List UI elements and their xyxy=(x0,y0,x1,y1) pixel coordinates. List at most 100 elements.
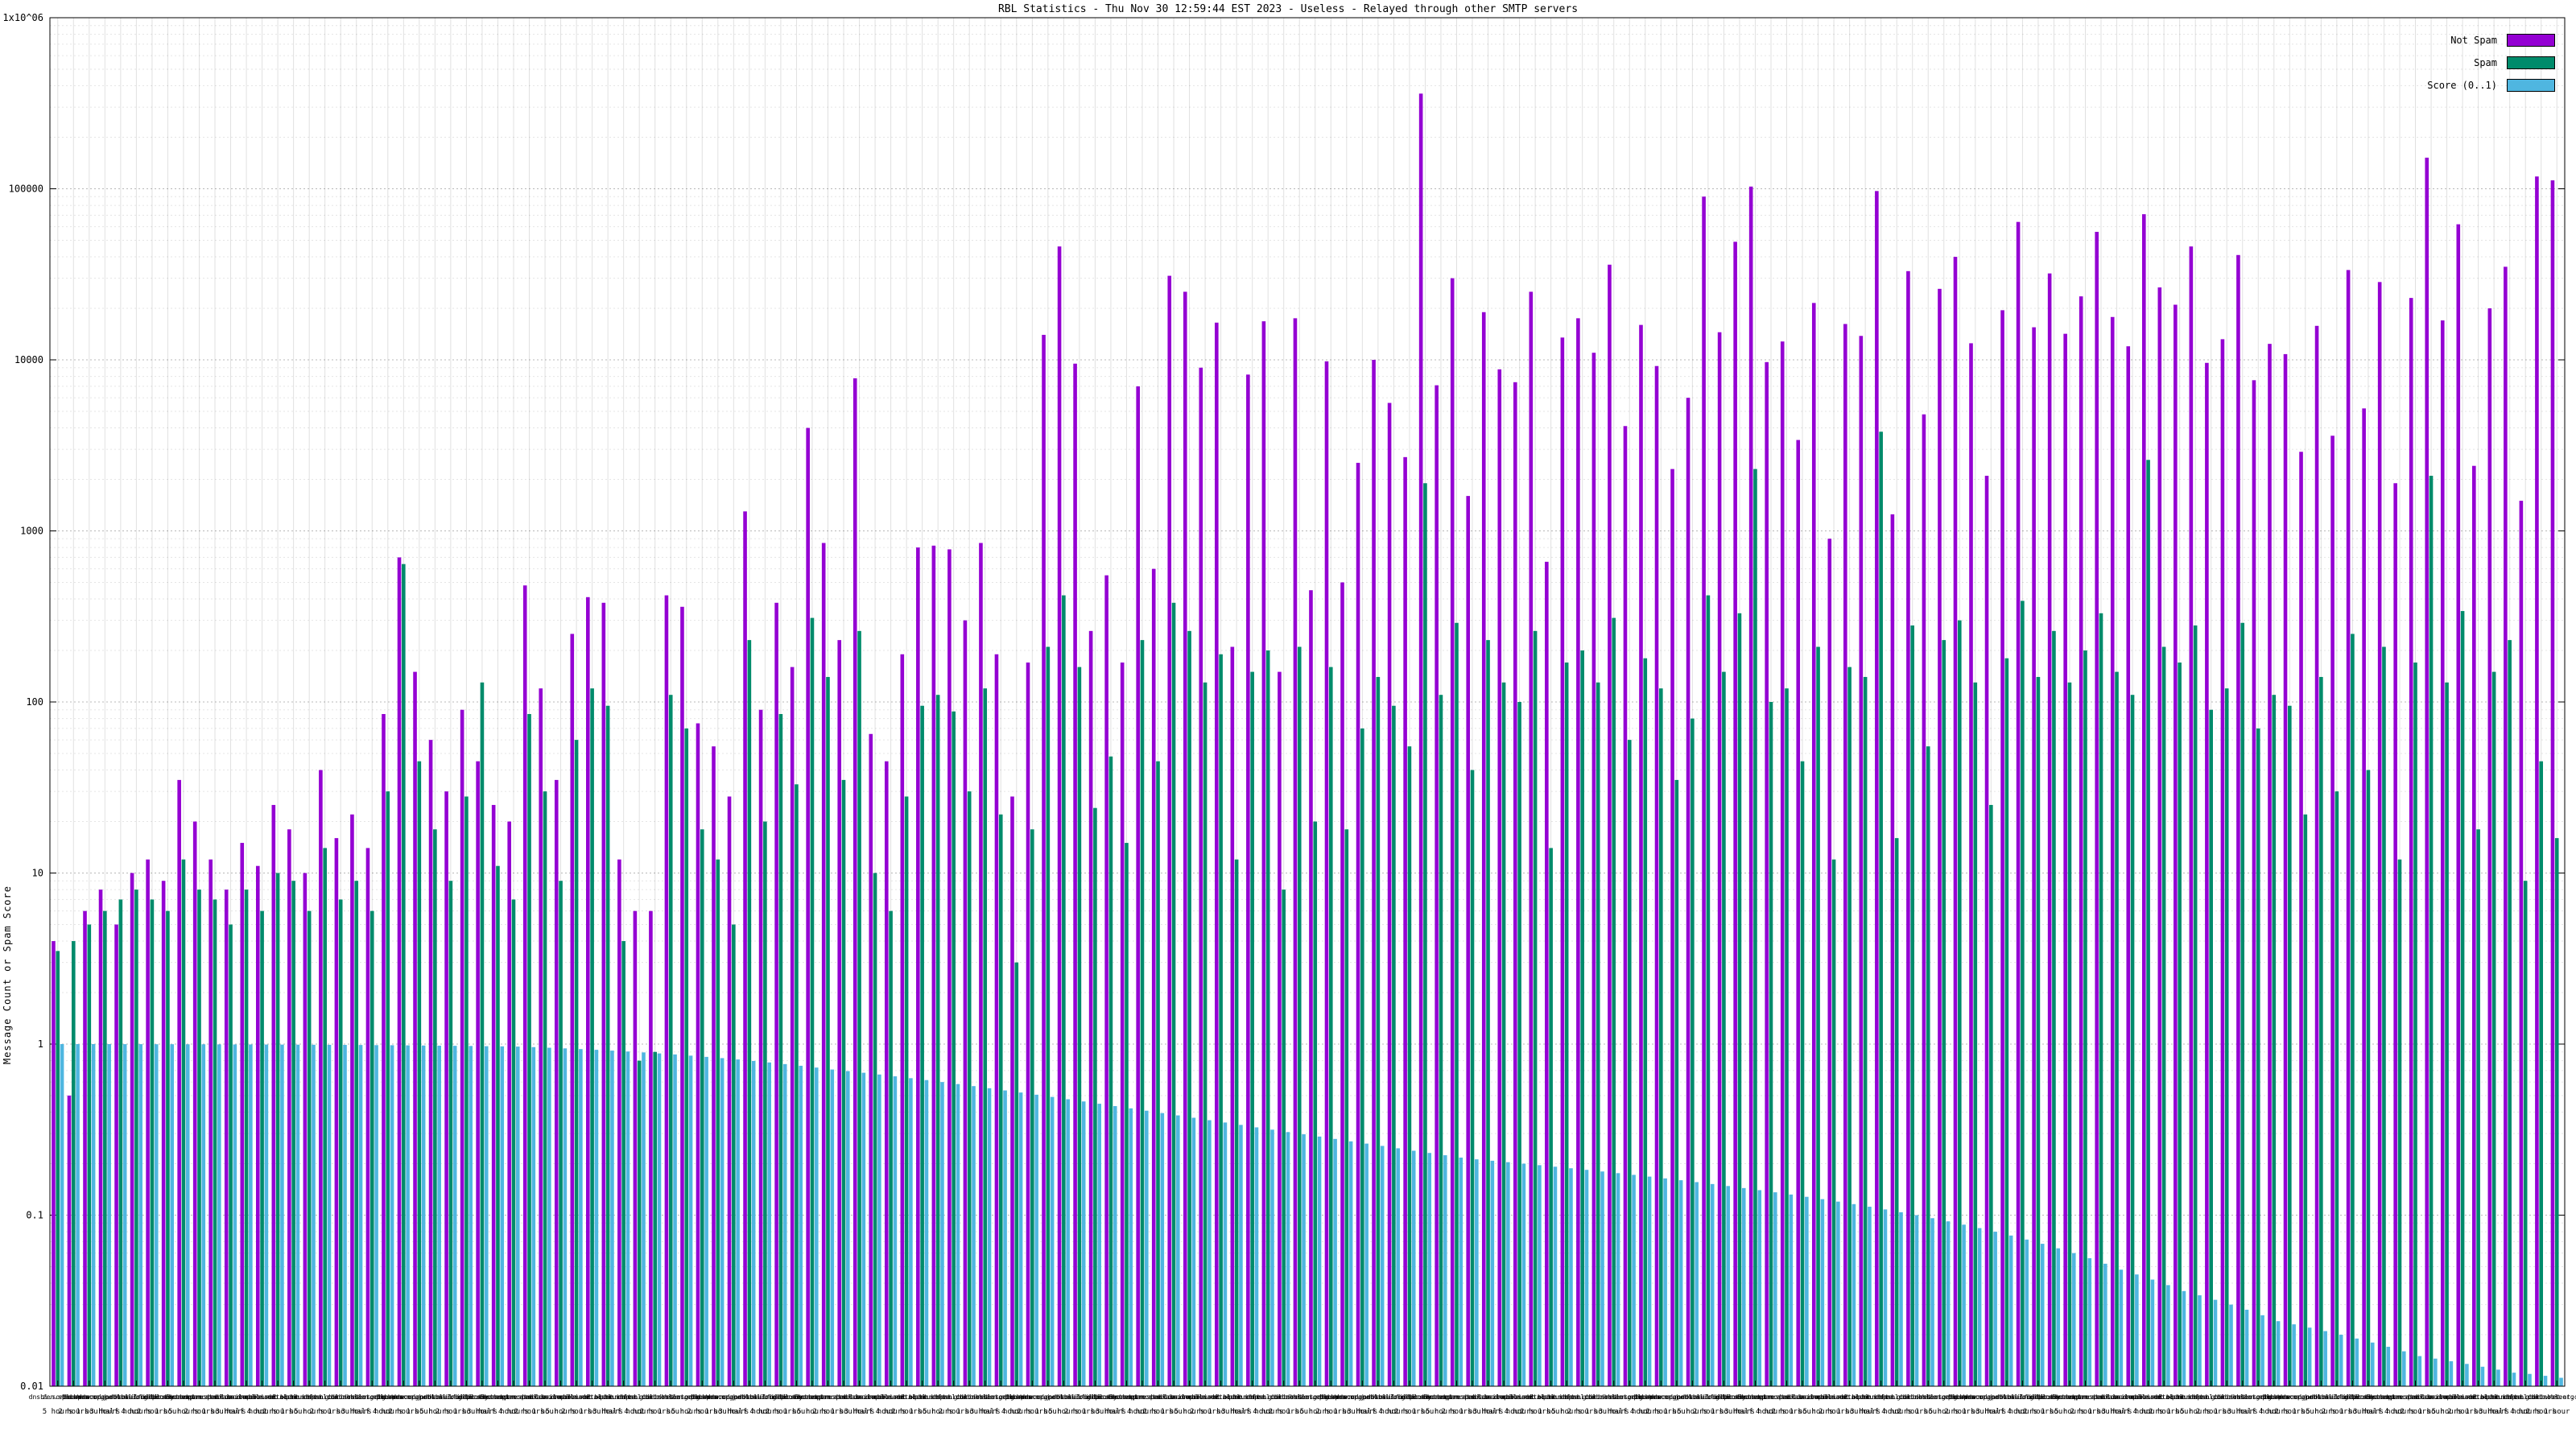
bar xyxy=(586,597,590,1386)
x-tick-time-label: half hour xyxy=(604,1408,643,1416)
bar xyxy=(1270,1129,1274,1386)
x-tick-host-label: hostkarma.junkemailfilter.com xyxy=(64,1393,177,1401)
bar xyxy=(810,617,815,1386)
x-tick-host-label: ubl.unsubscore.com xyxy=(2035,1393,2105,1401)
bar xyxy=(2554,838,2559,1386)
bar xyxy=(1302,1134,1306,1386)
x-tick-host-label: bl.nordspam.com xyxy=(2481,1393,2539,1401)
x-tick-host-label: truncate.gbudb.net xyxy=(1233,1393,1303,1401)
bar xyxy=(1883,1209,1888,1386)
bar xyxy=(998,814,1003,1386)
bar xyxy=(1946,1221,1951,1386)
bar xyxy=(893,1076,898,1386)
x-tick-time-label: 1 hour xyxy=(453,1408,480,1416)
bar xyxy=(369,910,374,1386)
bar xyxy=(1906,270,1910,1386)
bar xyxy=(841,779,846,1386)
bar xyxy=(2319,676,2323,1386)
x-tick-host-label: ix.dnsbl.manitu.net xyxy=(1797,1393,1871,1401)
bar xyxy=(2393,483,2397,1386)
bar xyxy=(170,1044,175,1386)
bar xyxy=(1010,796,1014,1386)
legend-label-spam: Spam xyxy=(2474,57,2497,68)
bar xyxy=(700,829,704,1386)
bar xyxy=(134,890,138,1386)
bar xyxy=(303,873,308,1386)
x-tick-host-label: all.s5h.net xyxy=(2033,1393,2075,1401)
x-tick-time-label: 1 hour xyxy=(2088,1408,2115,1416)
bar xyxy=(2063,333,2067,1387)
x-tick-time-label: 2 hours xyxy=(687,1408,717,1416)
bar xyxy=(1521,1163,1526,1386)
bar xyxy=(60,1044,64,1386)
bar xyxy=(2543,1376,2548,1386)
bar xyxy=(1360,728,1364,1386)
x-tick-host-label: all.s5h.net xyxy=(1404,1393,1447,1401)
bar xyxy=(1816,646,1820,1386)
x-tick-time-label: 2 hours xyxy=(436,1408,466,1416)
bar xyxy=(185,1044,190,1386)
bar xyxy=(610,1051,614,1386)
x-tick-time-label: 3 hours xyxy=(341,1408,372,1416)
bar xyxy=(1753,469,1757,1386)
bar xyxy=(295,1044,300,1386)
x-tick-host-label: ubl.unsubscore.com xyxy=(778,1393,848,1401)
x-tick-host-label: bl.spamcop.net xyxy=(1634,1393,1689,1401)
x-tick-host-label: psbl.surriel.com xyxy=(2306,1393,2368,1401)
x-tick-host-label: ix.dnsbl.manitu.net xyxy=(1168,1393,1242,1401)
bar xyxy=(1081,1101,1086,1386)
bar xyxy=(2339,1335,2343,1386)
x-tick-time-label: 3 hours xyxy=(2102,1408,2132,1416)
bar xyxy=(2135,1274,2139,1386)
bar xyxy=(2209,709,2213,1386)
x-tick-time-label: 2 hours xyxy=(1897,1408,1928,1416)
bar xyxy=(1612,617,1616,1386)
bar xyxy=(732,924,736,1386)
bar xyxy=(1533,630,1538,1386)
bar xyxy=(1459,1158,1463,1386)
bar xyxy=(1702,196,1706,1386)
x-tick-host-label: db.wpbl.info xyxy=(1213,1393,1260,1401)
x-tick-host-label: spam.dnsbl.anonmails.de xyxy=(501,1393,590,1401)
x-tick-host-label: hostkarma.junkemailfilter.com xyxy=(1637,1393,1749,1401)
bar xyxy=(877,1074,881,1386)
bar xyxy=(406,1045,410,1386)
x-tick-host-label: zen.spamhaus.org xyxy=(357,1393,419,1401)
x-tick-time-label: half hour xyxy=(353,1408,392,1416)
x-tick-time-label: 1 hour xyxy=(1836,1408,1863,1416)
x-tick-host-label: dnsbl-1.uceprotect.net xyxy=(1681,1393,1766,1401)
bar xyxy=(1663,1178,1667,1386)
x-tick-host-label: hostkarma.junkemailfilter.com xyxy=(693,1393,806,1401)
x-tick-time-label: 1 hour xyxy=(407,1408,433,1416)
bar xyxy=(1427,1153,1432,1386)
bar xyxy=(1926,746,1930,1386)
bar xyxy=(2260,1315,2264,1386)
y-tick-label: 1 xyxy=(38,1038,43,1050)
x-tick-time-label: half hour xyxy=(1107,1408,1146,1416)
x-tick-time-label: 5 hours xyxy=(1803,1408,1834,1416)
x-tick-host-label: all.s5h.net xyxy=(460,1393,503,1401)
x-tick-host-label: bl.spamcop.net xyxy=(1948,1393,2003,1401)
bar xyxy=(2434,1358,2438,1386)
bar xyxy=(716,859,720,1386)
x-tick-time-label: 1 hour xyxy=(1035,1408,1062,1416)
x-tick-host-label: cbl.abuseat.org xyxy=(1585,1393,1643,1401)
x-tick-host-label: bl.spamcop.net xyxy=(1319,1393,1374,1401)
bar xyxy=(338,899,343,1386)
bar xyxy=(2040,1244,2045,1386)
bar xyxy=(2115,671,2119,1386)
bar xyxy=(291,881,295,1386)
bar xyxy=(947,549,952,1386)
bar xyxy=(673,1054,677,1386)
x-tick-host-label: b.barracudacentral.org xyxy=(377,1393,462,1401)
x-tick-time-label: 3 hours xyxy=(1724,1408,1755,1416)
x-tick-time-label: 2 hours xyxy=(813,1408,844,1416)
bar xyxy=(130,873,134,1386)
x-tick-host-label: bl.mailspike.net xyxy=(2416,1393,2478,1401)
x-tick-time-label: 2 hours xyxy=(1064,1408,1095,1416)
bar xyxy=(1239,1125,1243,1386)
x-tick-time-label: 5 hours xyxy=(419,1408,450,1416)
bar xyxy=(1443,1155,1447,1386)
x-tick-host-label: cbl.abuseat.org xyxy=(1899,1393,1957,1401)
bar xyxy=(2299,452,2303,1386)
